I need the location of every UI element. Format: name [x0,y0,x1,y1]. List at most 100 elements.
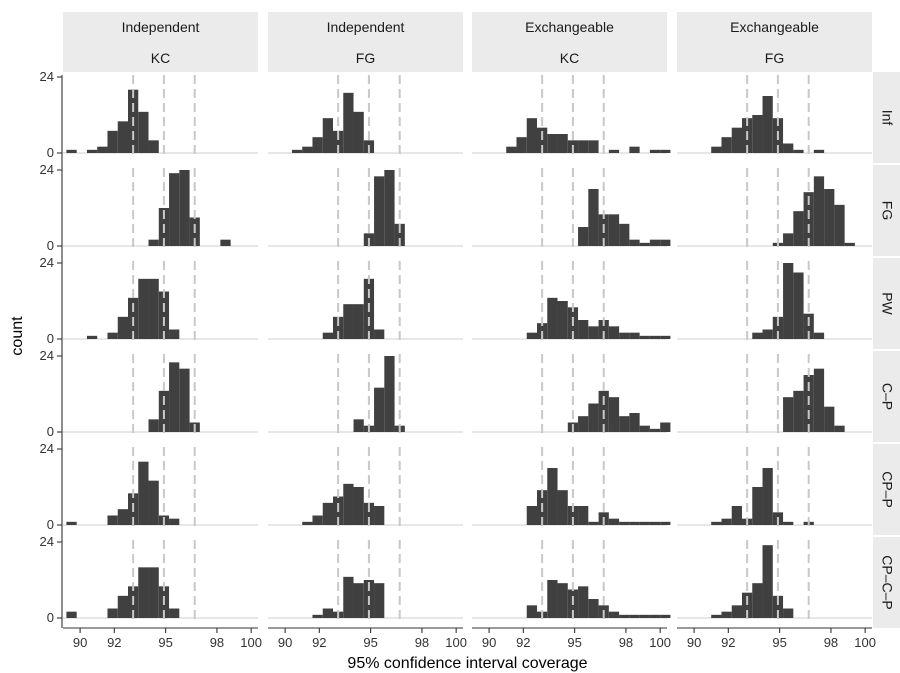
column-strip-label-bottom: FG [356,50,375,66]
x-tick-label: 95 [363,635,377,650]
histogram-bar [526,332,537,339]
histogram-bar [762,96,773,153]
histogram-bar [374,176,385,246]
x-tick-label: 95 [158,635,172,650]
histogram-bar [66,521,77,525]
histogram-bar [772,316,784,339]
histogram-bar [608,518,620,525]
panel [677,75,872,154]
histogram-bar [374,506,385,525]
histogram-bar [312,515,323,525]
histogram-bar [66,149,77,153]
panel [472,354,671,433]
histogram-bar [169,518,180,525]
histogram-bar [394,223,405,246]
histogram-bar [353,111,364,153]
y-tick-label: 0 [47,331,54,346]
panel [63,75,258,154]
histogram-bar [148,480,159,525]
panel [677,354,872,433]
histogram-bar [639,614,650,618]
histogram-bar [374,583,385,618]
histogram-bar [117,316,128,339]
panel [63,261,258,340]
histogram-bar [731,506,742,525]
histogram-bar [783,397,794,432]
histogram-bar [711,614,722,618]
y-tick-label: 24 [40,441,54,456]
histogram-bar [639,242,650,246]
histogram-bar [343,92,354,153]
x-tick-label: 95 [772,635,786,650]
histogram-bar [721,611,732,618]
histogram-bar [353,487,364,525]
histogram-bar [291,149,303,153]
histogram-bar [834,425,845,432]
histogram-bar [660,614,671,618]
column-strip-label-top: Independent [327,19,405,35]
histogram-bar [547,297,558,339]
histogram-bar [343,483,354,525]
histogram-bar [608,326,620,339]
row-strip [873,537,900,628]
column-strip [472,12,667,72]
histogram-bar [783,521,794,525]
histogram-bar [608,214,620,246]
histogram-bar [374,387,385,432]
histogram-bar [721,137,732,153]
histogram-bar [343,576,354,618]
histogram-bar [578,320,589,339]
histogram-bar [619,223,630,246]
histogram-bar [86,149,98,153]
x-axis-title: 95% confidence interval coverage [347,655,587,672]
histogram-bar [322,502,333,525]
row-strip-label: FG [880,201,896,220]
histogram-bar [649,239,661,246]
y-tick-label: 24 [40,162,54,177]
histogram-bar [169,329,180,339]
row-strip-label: PW [880,292,896,315]
panel [472,540,671,619]
histogram-bar [588,599,599,618]
histogram-bar [557,490,568,525]
histogram-bar [660,239,671,246]
histogram-bar [793,211,804,246]
histogram-bar [578,227,589,246]
histogram-bar [138,567,149,618]
histogram-bar [353,419,364,432]
histogram-bar [629,413,640,432]
histogram-bar [506,146,517,153]
x-tick-label: 98 [824,635,838,650]
histogram-bar [834,204,845,246]
histogram-bar [578,586,589,618]
x-tick-label: 100 [649,635,671,650]
histogram-bar [813,332,825,339]
column-strip [677,12,872,72]
histogram-bar [148,239,159,246]
histogram-bar [516,137,527,153]
histogram-bar [526,605,537,618]
histogram-bar [762,329,773,339]
x-tick-label: 98 [415,635,429,650]
x-tick-label: 100 [445,635,467,650]
histogram-bar [660,335,671,339]
histogram-bar [619,521,630,525]
histogram-bar [813,368,825,432]
panels [63,75,872,619]
histogram-bar [107,130,118,153]
histogram-bar [384,170,395,246]
y-tick-label: 0 [47,610,54,625]
histogram-bar [639,521,650,525]
column-strip-label-bottom: KC [560,50,579,66]
histogram-bar [629,614,640,618]
histogram-bar [86,335,98,339]
histogram-bar [608,397,620,432]
histogram-bar [547,134,558,153]
panel [268,261,463,340]
histogram-bar [752,332,763,339]
histogram-bar [312,137,323,153]
histogram-bar [384,356,395,432]
y-tick-label: 24 [40,348,54,363]
histogram-bar [598,320,609,339]
x-tick-label: 92 [312,635,326,650]
